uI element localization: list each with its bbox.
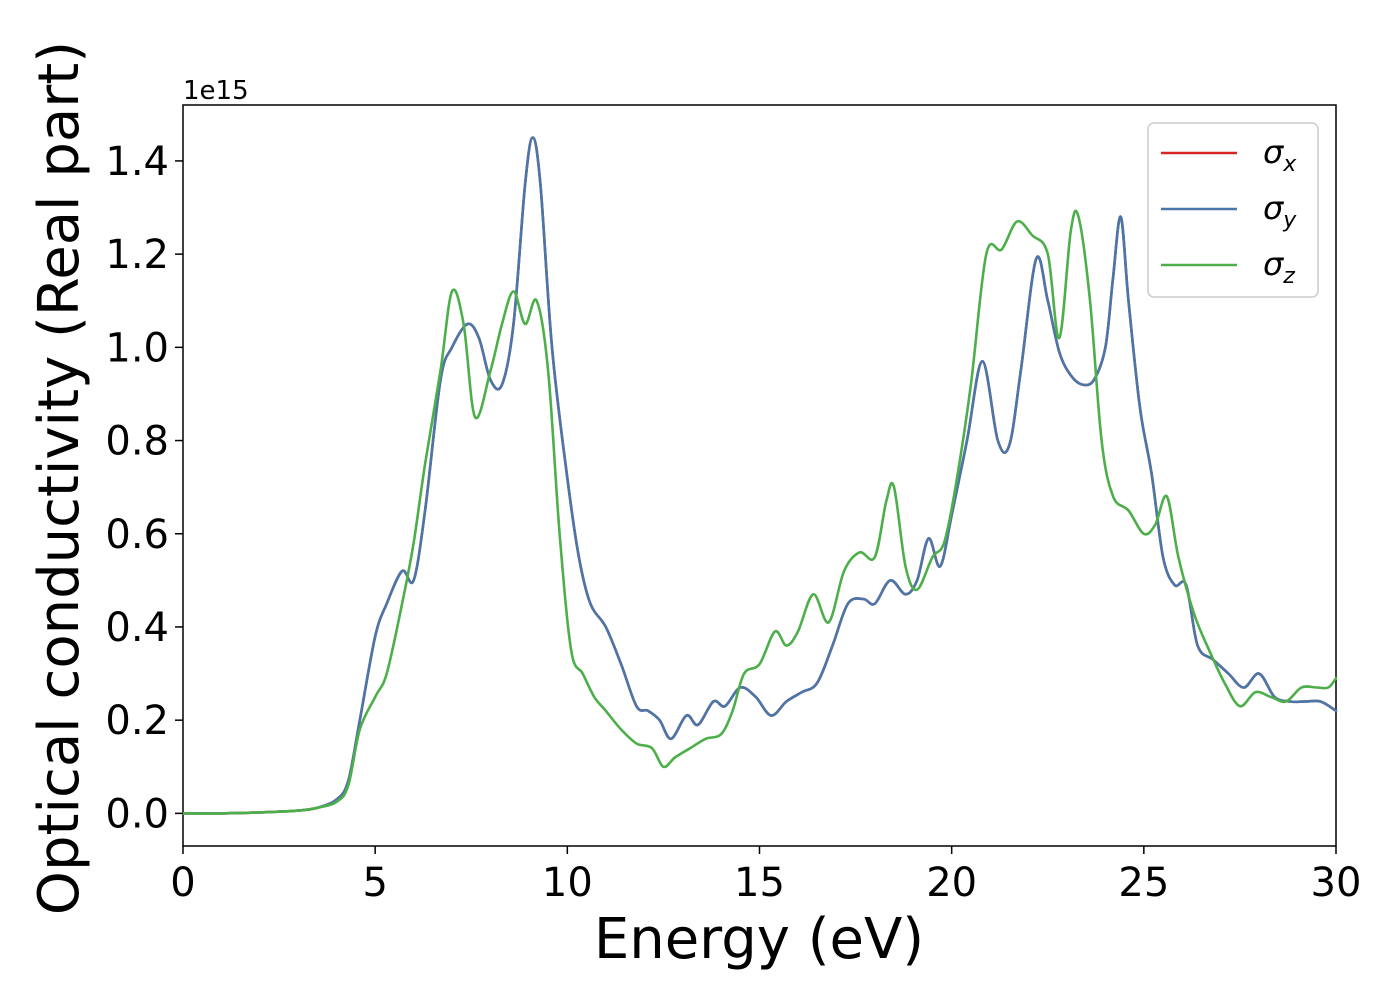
x-tick-label: 25 <box>1118 860 1169 906</box>
y-tick-label: 0.2 <box>105 698 169 744</box>
y-tick-label: 0.6 <box>105 512 169 558</box>
x-axis-label: Energy (eV) <box>594 907 924 972</box>
y-tick-label: 1.2 <box>105 232 169 278</box>
series-layer <box>181 136 1338 815</box>
x-tick-label: 15 <box>734 860 785 906</box>
y-tick-label: 0.8 <box>105 419 169 465</box>
y-tick-label: 1.0 <box>105 325 169 371</box>
x-tick-label: 5 <box>362 860 387 906</box>
y-tick-label: 1.4 <box>105 139 169 185</box>
legend-label-y: σy <box>1263 189 1297 233</box>
series-line-y <box>181 136 1338 815</box>
legend-label-x: σx <box>1263 133 1297 177</box>
x-tick-label: 30 <box>1311 860 1362 906</box>
y-tick-label: 0.0 <box>105 791 169 837</box>
x-tick-label: 20 <box>926 860 977 906</box>
y-tick-label: 0.4 <box>105 605 169 651</box>
x-axis-ticks: 0 5 10 15 20 25 30 <box>170 846 1361 906</box>
series-line-z <box>181 209 1338 815</box>
y-offset-label: 1e15 <box>183 76 249 106</box>
x-tick-label: 0 <box>170 860 195 906</box>
legend-label-z: σz <box>1263 245 1295 289</box>
y-axis-ticks: 0.0 0.2 0.4 0.6 0.8 1.0 1.2 1.4 <box>105 139 183 837</box>
x-tick-label: 10 <box>542 860 593 906</box>
y-axis-label: Optical conductivity (Real part) <box>27 41 92 915</box>
legend: σx σy σz <box>1147 122 1319 298</box>
